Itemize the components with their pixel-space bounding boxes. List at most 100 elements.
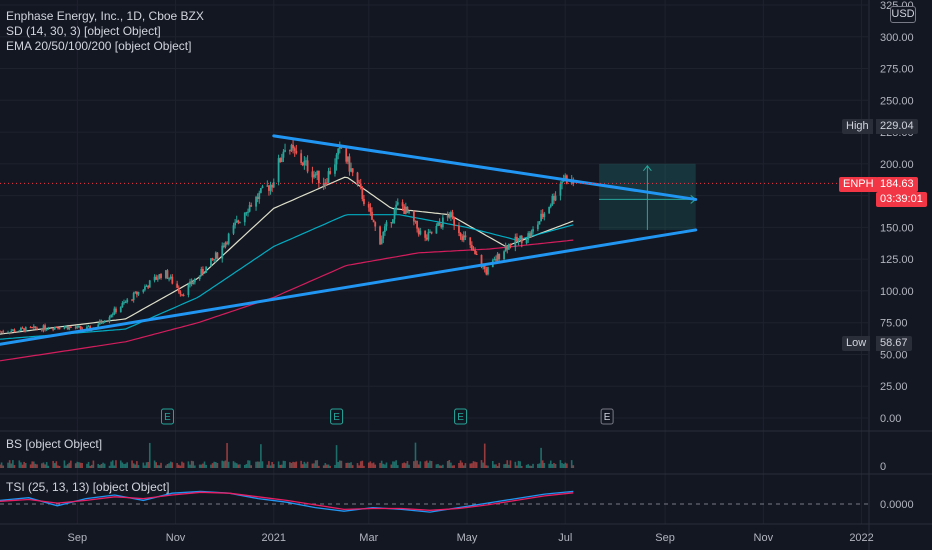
candle-body [356, 172, 359, 183]
candle-body [475, 253, 478, 255]
candle-body [503, 251, 505, 260]
y-tick-label: 75.00 [880, 318, 908, 330]
volume-bar [68, 462, 71, 468]
candle-body [239, 222, 241, 224]
volume-bar [202, 463, 204, 468]
volume-bar [429, 460, 431, 468]
candle-body [86, 326, 88, 329]
candle-body [369, 207, 372, 212]
candle-body [247, 211, 249, 213]
candle-body [437, 222, 439, 227]
volume-bar [572, 465, 575, 468]
candle-body [158, 274, 161, 279]
candle-body [79, 325, 82, 329]
candle-body [108, 317, 111, 322]
candle-body [379, 226, 381, 245]
volume-bar [300, 460, 302, 468]
candle-body [126, 299, 129, 302]
volume-bar [508, 464, 510, 468]
candle-body [345, 148, 348, 162]
volume-bar [277, 461, 280, 468]
candle-body [148, 280, 151, 288]
symbol-tag: ENPH [839, 177, 878, 192]
low-label: Low [842, 336, 871, 351]
candle-body [179, 291, 182, 295]
volume-bar [8, 460, 11, 468]
candle-body [261, 186, 264, 189]
candle-body [182, 294, 185, 296]
bs-indicator-label[interactable]: BS [object Object] [6, 437, 103, 451]
candle-body [401, 202, 404, 207]
x-tick-label: 2022 [849, 532, 873, 544]
candle-body [110, 315, 113, 318]
high-label: High [842, 119, 873, 134]
earnings-marker-label: E [604, 412, 611, 423]
volume-bar [65, 465, 67, 468]
candle-body [181, 294, 183, 296]
volume-bar [293, 462, 296, 468]
volume-bar [361, 460, 364, 468]
volume-bar [66, 464, 69, 468]
volume-bar [160, 462, 162, 468]
volume-bar [260, 444, 262, 468]
candle-body [543, 213, 546, 218]
volume-bar [269, 465, 272, 468]
volume-bar [516, 465, 518, 468]
candle-body [221, 245, 224, 259]
volume-bar [157, 465, 159, 468]
candle-body [0, 331, 3, 333]
candle-body [213, 259, 216, 261]
candle-body [446, 215, 449, 218]
volume-bar [115, 460, 117, 468]
candle-body [450, 212, 452, 218]
candle-body [68, 326, 71, 330]
candle-body [164, 270, 167, 278]
candle-body [292, 144, 294, 149]
candle-body [470, 244, 473, 250]
volume-bar [97, 463, 100, 468]
earnings-marker-label: E [333, 412, 340, 423]
candle-body [160, 274, 162, 278]
volume-bar [168, 463, 170, 468]
candle-body [211, 258, 214, 260]
candle-body [103, 321, 106, 323]
candle-body [549, 204, 552, 207]
candle-body [316, 170, 319, 176]
candle-body [119, 307, 122, 313]
y-tick-label: 0.00 [880, 413, 901, 425]
x-tick-label: Sep [655, 532, 675, 544]
volume-bar [44, 464, 46, 468]
volume-bar [205, 464, 207, 468]
volume-bar [292, 461, 294, 468]
volume-bar [318, 465, 320, 468]
candle-body [193, 279, 196, 283]
volume-bar [24, 463, 27, 468]
candle-body [419, 230, 422, 235]
volume-bar [347, 462, 349, 468]
volume-bar [469, 463, 472, 468]
volume-bar [124, 463, 127, 468]
ema-indicator-label[interactable]: EMA 20/50/100/200 [object Object] [6, 39, 192, 53]
candle-body [36, 328, 38, 330]
sd-indicator-label[interactable]: SD (14, 30, 3) [object Object] [6, 24, 161, 38]
currency-badge[interactable]: USD [890, 6, 916, 23]
volume-bar [403, 462, 406, 468]
candle-body [427, 232, 430, 240]
volume-bar [21, 464, 24, 468]
candle-body [259, 188, 262, 193]
candle-body [327, 171, 330, 183]
candle-body [483, 266, 486, 270]
y-tick-label: 300.00 [880, 32, 914, 44]
tsi-indicator-label[interactable]: TSI (25, 13, 13) [object Object] [6, 480, 170, 494]
candle-body [203, 272, 206, 274]
volume-bar [561, 463, 563, 468]
volume-bar [81, 462, 83, 468]
volume-bar [334, 464, 336, 468]
candle-body [290, 144, 293, 151]
volume-bar [52, 460, 54, 468]
candle-body [87, 326, 90, 328]
volume-bar [405, 463, 407, 468]
volume-bar [475, 462, 478, 468]
